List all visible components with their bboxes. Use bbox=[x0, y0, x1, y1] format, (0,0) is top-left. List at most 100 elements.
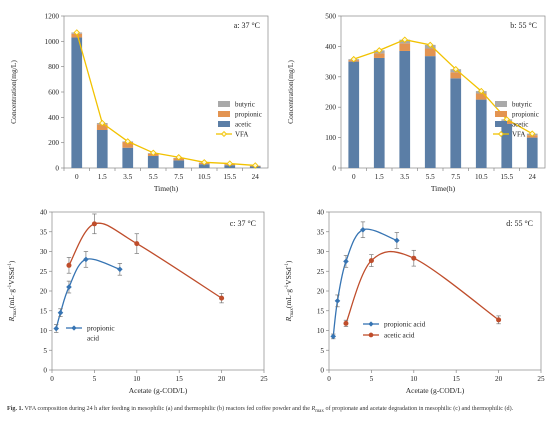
caption-text-after: of propionate and acetate degradation in… bbox=[323, 406, 514, 412]
chart-d-y-tick-label: 35 bbox=[317, 228, 325, 236]
chart-d-y-axis-label-symbol: R bbox=[284, 316, 293, 322]
chart-b-legend-swatch-propionic bbox=[495, 111, 507, 117]
chart-a-x-tick-label: 3.5 bbox=[123, 173, 132, 181]
chart-b-bar-acetic bbox=[348, 61, 360, 168]
chart-a-vfa-point bbox=[252, 162, 259, 169]
chart-d-point-propionic bbox=[330, 333, 337, 340]
chart-c-y-tick-label: 10 bbox=[40, 327, 48, 335]
chart-c-panel-label: c: 37 °C bbox=[230, 219, 256, 228]
chart-a-legend-label-butyric: butyric bbox=[235, 101, 255, 109]
chart-a-legend-label-propionic: propionic bbox=[235, 111, 262, 119]
chart-d-curve-acetic bbox=[345, 250, 499, 324]
chart-a-x-tick-label: 10.5 bbox=[198, 173, 211, 181]
chart-d-point-acetic bbox=[368, 258, 374, 264]
caption-rmax-symbol: R bbox=[311, 406, 316, 412]
chart-b-vfa-point bbox=[529, 130, 536, 137]
chart-b-vfa-point bbox=[452, 65, 459, 73]
chart-d-y-axis-label-vss: VSSd bbox=[284, 267, 293, 285]
chart-b-bar-propionic bbox=[399, 43, 411, 51]
chart-d-y-axis-label-units: (mL·g bbox=[284, 289, 293, 308]
chart-a-vfa-37c: 0 200 400 600 800 1000 1200 0 1.5 3.5 5.5 7.5 10.5 15… bbox=[9, 13, 269, 193]
chart-a-bar-propionic bbox=[96, 124, 108, 130]
chart-d-x-tick-label: 5 bbox=[370, 375, 374, 383]
chart-b-x-tick-label: 10.5 bbox=[475, 173, 488, 181]
chart-c-point-propionic bbox=[117, 266, 123, 273]
chart-c-x-tick-label: 20 bbox=[218, 375, 226, 383]
chart-a-panel-label: a: 37 °C bbox=[234, 21, 260, 30]
chart-c-y-tick-label: 35 bbox=[40, 228, 48, 236]
chart-b-bar-propionic bbox=[373, 53, 385, 58]
chart-d-plot-frame bbox=[328, 211, 542, 371]
chart-d-point-propionic bbox=[360, 226, 366, 233]
chart-a-bar-acetic bbox=[71, 37, 83, 169]
chart-a-legend-swatch-propionic bbox=[218, 111, 230, 117]
chart-b-legend-swatch-acetic bbox=[495, 121, 507, 127]
chart-b-bar-acetic bbox=[373, 57, 385, 169]
chart-a-bar-acetic bbox=[96, 130, 108, 168]
chart-c-curve-propionic bbox=[55, 258, 121, 329]
chart-c-y-tick-label: 30 bbox=[40, 248, 48, 256]
chart-a-y-axis-label: Concentration(mg/L) bbox=[9, 60, 18, 124]
chart-a-x-axis-label: Time(h) bbox=[154, 184, 179, 193]
chart-c-x-tick-label: 15 bbox=[176, 375, 184, 383]
chart-d-x-tick-label: 20 bbox=[495, 375, 503, 383]
chart-b-y-tick-label: 200 bbox=[325, 104, 336, 112]
chart-b-legend-label-acetic: acetic bbox=[512, 121, 528, 129]
chart-d-point-acetic bbox=[343, 320, 349, 326]
chart-d-y-axis-label: Rmax(mL·g-1VSSd-1) bbox=[284, 260, 295, 322]
chart-d-legend-marker-propionic bbox=[368, 321, 374, 327]
chart-c-y-tick-label: 40 bbox=[40, 209, 48, 217]
chart-d-y-axis-label-close: ) bbox=[284, 260, 293, 263]
chart-d-y-tick-label: 25 bbox=[317, 268, 325, 276]
chart-b-vfa-point bbox=[401, 36, 408, 43]
chart-d-y-tick-label: 20 bbox=[317, 288, 325, 296]
chart-a-y-tick-label: 800 bbox=[48, 63, 59, 71]
chart-b-y-tick-label: 300 bbox=[325, 73, 336, 81]
chart-d-y-tick-label: 5 bbox=[320, 347, 324, 355]
chart-c-y-axis-label-vss: VSSd bbox=[7, 267, 16, 285]
chart-c-curve-acetic bbox=[68, 222, 222, 299]
chart-b-bar-propionic bbox=[450, 72, 462, 79]
chart-c-y-axis-label: Rmax(mL·g-1VSSd-1) bbox=[7, 260, 18, 322]
chart-b-x-tick-label: 3.5 bbox=[400, 173, 409, 181]
chart-a-vfa-point bbox=[124, 138, 131, 145]
chart-c-point-propionic bbox=[57, 309, 64, 316]
chart-c-y-tick-label: 25 bbox=[40, 268, 48, 276]
chart-c-y-axis-label-symbol: R bbox=[7, 316, 16, 322]
chart-b-x-tick-label: 7.5 bbox=[451, 173, 460, 181]
chart-d-panel-label: d: 55 °C bbox=[506, 219, 533, 228]
chart-d-x-tick-label: 10 bbox=[410, 375, 418, 383]
chart-d-y-tick-label: 30 bbox=[317, 248, 325, 256]
caption-label: Fig. 1. bbox=[7, 406, 24, 412]
chart-a-y-tick-label: 200 bbox=[48, 139, 59, 147]
chart-b-bar-propionic bbox=[424, 48, 436, 57]
chart-d-x-tick-label: 15 bbox=[453, 375, 461, 383]
chart-a-y-tick-label: 600 bbox=[48, 89, 59, 97]
chart-c-point-acetic bbox=[134, 241, 140, 247]
chart-c-y-axis-label-units: (mL·g bbox=[7, 289, 16, 308]
chart-d-rmax-55c: 0 5 10 15 20 25 30 35 40 0 5 10 15 20 25 Acetate (g-COD… bbox=[284, 209, 545, 396]
chart-a-x-tick-label: 5.5 bbox=[149, 173, 158, 181]
chart-b-bar-acetic bbox=[475, 99, 487, 168]
chart-b-vfa-point bbox=[427, 41, 434, 49]
chart-d-legend-label-propionic: propionic acid bbox=[384, 321, 426, 329]
chart-c-legend-label-propionic: acid bbox=[87, 335, 99, 343]
chart-a-bar-acetic bbox=[173, 160, 185, 168]
chart-b-x-tick-label: 5.5 bbox=[426, 173, 435, 181]
chart-c-y-tick-label: 0 bbox=[43, 367, 47, 375]
chart-a-bar-propionic bbox=[122, 142, 134, 148]
chart-a-plot-frame bbox=[63, 15, 269, 169]
chart-b-y-tick-label: 500 bbox=[325, 13, 336, 21]
chart-b-x-tick-label: 1.5 bbox=[375, 173, 384, 181]
chart-d-y-tick-label: 40 bbox=[317, 209, 325, 217]
caption-text-before: VFA composition during 24 h after feedin… bbox=[24, 406, 312, 412]
chart-a-vfa-point bbox=[201, 159, 208, 166]
caption-rmax-sub: max bbox=[315, 408, 324, 415]
chart-a-x-tick-label: 1.5 bbox=[98, 173, 107, 181]
chart-b-legend-label-propionic: propionic bbox=[512, 111, 539, 119]
chart-a-y-tick-label: 1000 bbox=[45, 38, 60, 46]
chart-b-vfa-point bbox=[478, 87, 485, 95]
chart-b-bar-acetic bbox=[424, 56, 436, 168]
chart-b-y-tick-label: 400 bbox=[325, 43, 336, 51]
chart-a-legend-vfa-marker bbox=[220, 130, 228, 138]
